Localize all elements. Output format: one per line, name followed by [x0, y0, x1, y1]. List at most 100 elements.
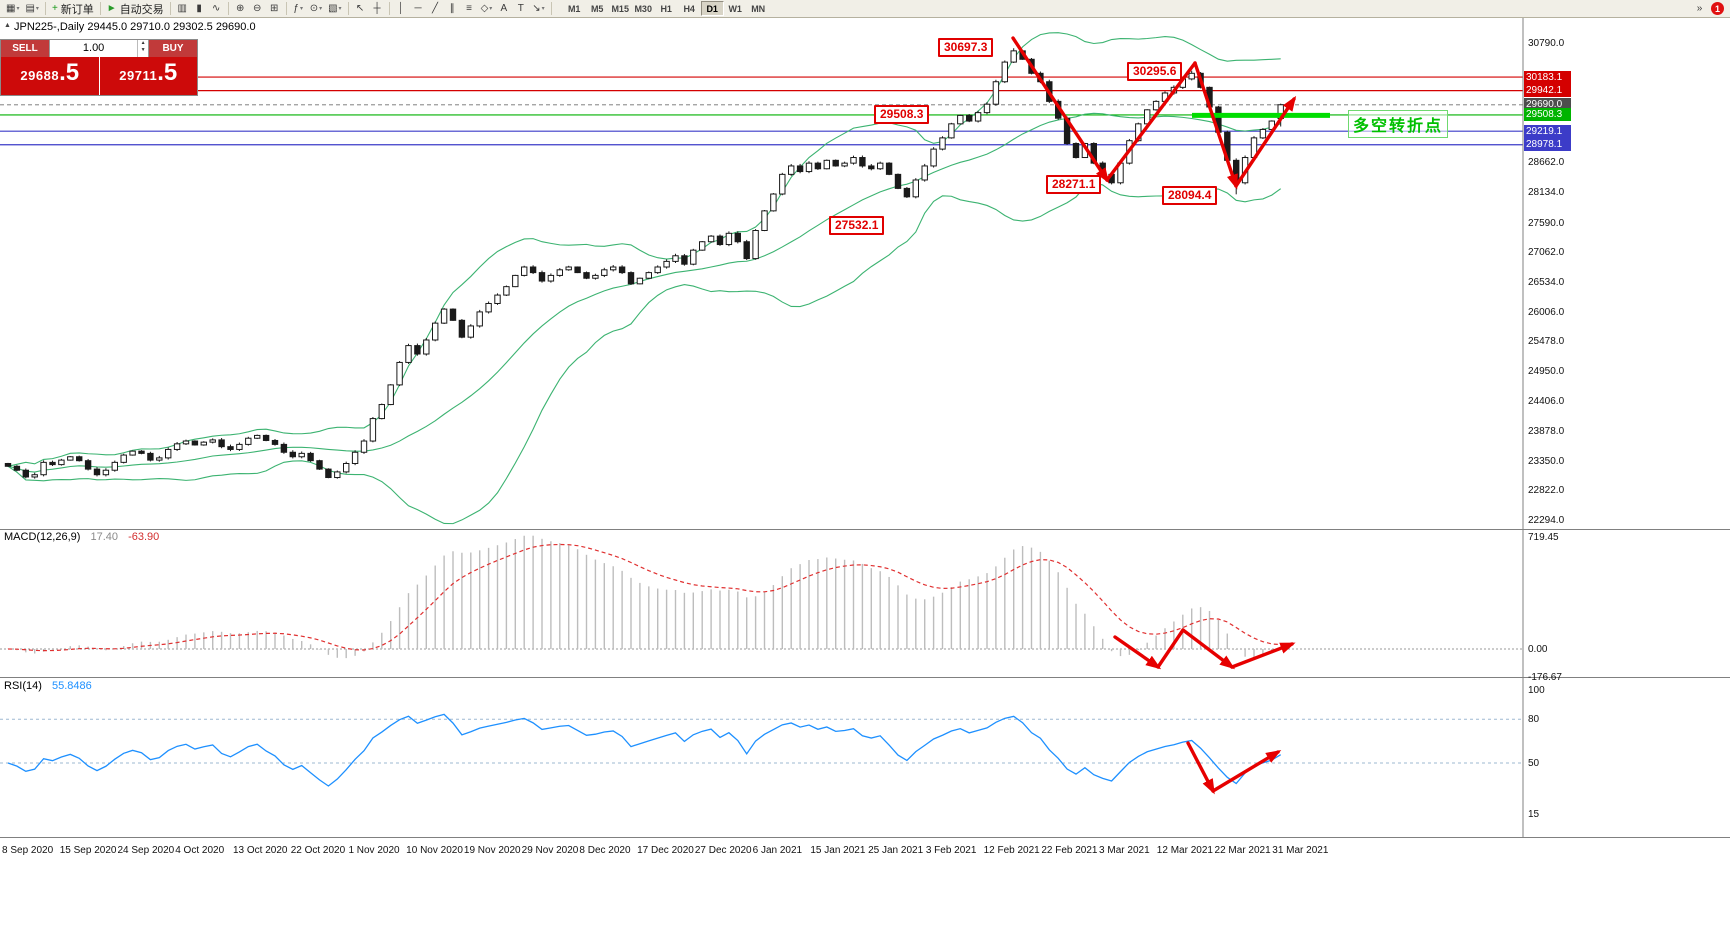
- time-axis[interactable]: 8 Sep 2020 15 Sep 2020 24 Sep 2020 4 Oct 20…: [0, 839, 1730, 944]
- price-annotation-box[interactable]: 30697.3: [938, 38, 994, 57]
- horizontal-line-button[interactable]: ─: [410, 1, 427, 16]
- dropdown-arrow-icon: ▾: [489, 6, 493, 12]
- crosshair-button[interactable]: ┼: [369, 1, 386, 16]
- timeframe-w1[interactable]: W1: [724, 1, 747, 16]
- dropdown-arrow-icon: ▾: [299, 6, 303, 12]
- price-scale-label: 27062.0: [1528, 247, 1565, 259]
- timeframe-group: M1 M5 M15 M30 H1 H4 D1 W1 MN: [563, 1, 770, 16]
- price-annotation-box[interactable]: 29508.3: [874, 105, 930, 124]
- cursor-button[interactable]: ↖: [352, 1, 369, 16]
- dropdown-arrow-icon: ▾: [338, 6, 342, 12]
- timeframe-mn[interactable]: MN: [747, 1, 770, 16]
- arrows-icon: ↘: [532, 2, 541, 14]
- price-scale-label: 22822.0: [1528, 485, 1565, 497]
- new-order-button[interactable]: + 新订单: [49, 1, 97, 16]
- timeframe-m15[interactable]: M15: [609, 1, 632, 16]
- volume-box: ▲ ▼: [49, 40, 149, 57]
- time-axis-label: 29 Nov 2020: [521, 845, 579, 856]
- one-click-collapse-icon[interactable]: ▲: [4, 22, 11, 29]
- text-label-icon: T: [517, 2, 524, 14]
- time-axis-label: 25 Jan 2021: [868, 845, 924, 856]
- sell-button[interactable]: SELL: [1, 40, 49, 57]
- zoom-out-button[interactable]: ⊖: [249, 1, 266, 16]
- vertical-line-button[interactable]: │: [393, 1, 410, 16]
- text-label-button[interactable]: T: [512, 1, 529, 16]
- candlestick-chart-icon: ▮: [196, 2, 202, 14]
- volume-down-icon[interactable]: ▼: [140, 47, 146, 53]
- time-axis-label: 31 Mar 2021: [1272, 845, 1329, 856]
- volume-input[interactable]: [50, 40, 138, 55]
- dropdown-arrow-icon: ▾: [319, 6, 323, 12]
- tile-windows-button[interactable]: ⊞: [266, 1, 283, 16]
- rsi-scale-label: 50: [1528, 758, 1540, 769]
- buy-button[interactable]: BUY: [149, 40, 197, 57]
- zoom-in-button[interactable]: ⊕: [232, 1, 249, 16]
- timeframe-d1[interactable]: D1: [700, 1, 724, 16]
- time-axis-label: 22 Oct 2020: [290, 845, 346, 856]
- new-chart-button[interactable]: ▦ ▾: [3, 1, 22, 16]
- one-click-trading-panel: SELL ▲ ▼ BUY 29688 .5 29711 .5: [0, 39, 198, 96]
- channel-icon: ∥: [449, 2, 455, 14]
- toolbar-separator: [347, 2, 349, 15]
- buy-price-frac: .5: [157, 59, 178, 86]
- overflow-icon: »: [1696, 2, 1703, 14]
- price-annotation-box[interactable]: 27532.1: [829, 216, 885, 235]
- periods-button[interactable]: ⊙ ▾: [307, 1, 325, 16]
- arrows-button[interactable]: ↘ ▾: [529, 1, 547, 16]
- buy-price-button[interactable]: 29711 .5: [99, 57, 197, 95]
- toolbar-overflow-button[interactable]: »: [1691, 1, 1708, 16]
- text-button[interactable]: A: [495, 1, 512, 16]
- price-scale-label: 28134.0: [1528, 187, 1565, 199]
- fibonacci-button[interactable]: ≡: [461, 1, 478, 16]
- timeframe-m1[interactable]: M1: [563, 1, 586, 16]
- time-axis-label: 8 Sep 2020: [2, 845, 54, 856]
- rsi-scale-label: 15: [1528, 809, 1540, 821]
- timeframe-h1[interactable]: H1: [655, 1, 678, 16]
- turning-point-label[interactable]: 多空转折点: [1348, 110, 1449, 138]
- templates-icon: ▧: [328, 2, 338, 14]
- templates-button[interactable]: ▧ ▾: [325, 1, 344, 16]
- bar-chart-button[interactable]: ▥: [174, 1, 191, 16]
- macd-signal-value: -63.90: [128, 531, 160, 543]
- line-chart-button[interactable]: ∿: [208, 1, 225, 16]
- price-annotation-box[interactable]: 28271.1: [1046, 175, 1102, 194]
- macd-indicator-label: MACD(12,26,9) 17.40 -63.90: [4, 531, 159, 543]
- time-axis-label: 27 Dec 2020: [694, 845, 752, 856]
- time-axis-label: 15 Sep 2020: [59, 845, 117, 856]
- time-axis-label: 24 Sep 2020: [117, 845, 175, 856]
- candlestick-chart-button[interactable]: ▮: [191, 1, 208, 16]
- time-axis-label: 12 Mar 2021: [1156, 845, 1213, 856]
- periods-icon: ⊙: [309, 2, 319, 14]
- profiles-button[interactable]: ▤ ▾: [22, 1, 41, 16]
- volume-up-icon[interactable]: ▲: [140, 40, 146, 46]
- tile-windows-icon: ⊞: [269, 2, 279, 14]
- shapes-button[interactable]: ◇ ▾: [478, 1, 496, 16]
- time-axis-label: 3 Mar 2021: [1099, 845, 1150, 856]
- indicators-button[interactable]: ƒ ▾: [290, 1, 307, 16]
- trendline-button[interactable]: ╱: [427, 1, 444, 16]
- macd-scale-label: 719.45: [1528, 531, 1559, 543]
- price-annotation-box[interactable]: 30295.6: [1127, 62, 1183, 81]
- toolbar-separator: [285, 2, 287, 15]
- price-scale-label: 22294.0: [1528, 514, 1565, 526]
- autotrading-button[interactable]: ► 自动交易: [104, 1, 167, 16]
- chart-info-line: JPN225-,Daily 29445.0 29710.0 29302.5 29…: [14, 21, 256, 33]
- timeframe-h4[interactable]: H4: [678, 1, 701, 16]
- timeframe-m5[interactable]: M5: [586, 1, 609, 16]
- dropdown-arrow-icon: ▾: [35, 6, 39, 12]
- trade-price-row: 29688 .5 29711 .5: [1, 57, 197, 95]
- chart-profiles-icon: ▤: [25, 2, 35, 14]
- timeframe-m30[interactable]: M30: [632, 1, 655, 16]
- rsi-scale-label: 100: [1528, 685, 1545, 696]
- horizontal-line-icon: ─: [414, 2, 422, 14]
- sell-price-button[interactable]: 29688 .5: [1, 57, 100, 95]
- time-axis-label: 8 Dec 2020: [579, 845, 631, 856]
- channel-button[interactable]: ∥: [444, 1, 461, 16]
- notification-badge[interactable]: 1: [1711, 2, 1724, 15]
- price-scale-label: 23878.0: [1528, 426, 1565, 438]
- time-axis-label: 22 Mar 2021: [1214, 845, 1271, 856]
- price-scale-label: 26534.0: [1528, 276, 1565, 288]
- sell-price: 29688: [20, 68, 60, 83]
- price-annotation-box[interactable]: 28094.4: [1162, 186, 1218, 205]
